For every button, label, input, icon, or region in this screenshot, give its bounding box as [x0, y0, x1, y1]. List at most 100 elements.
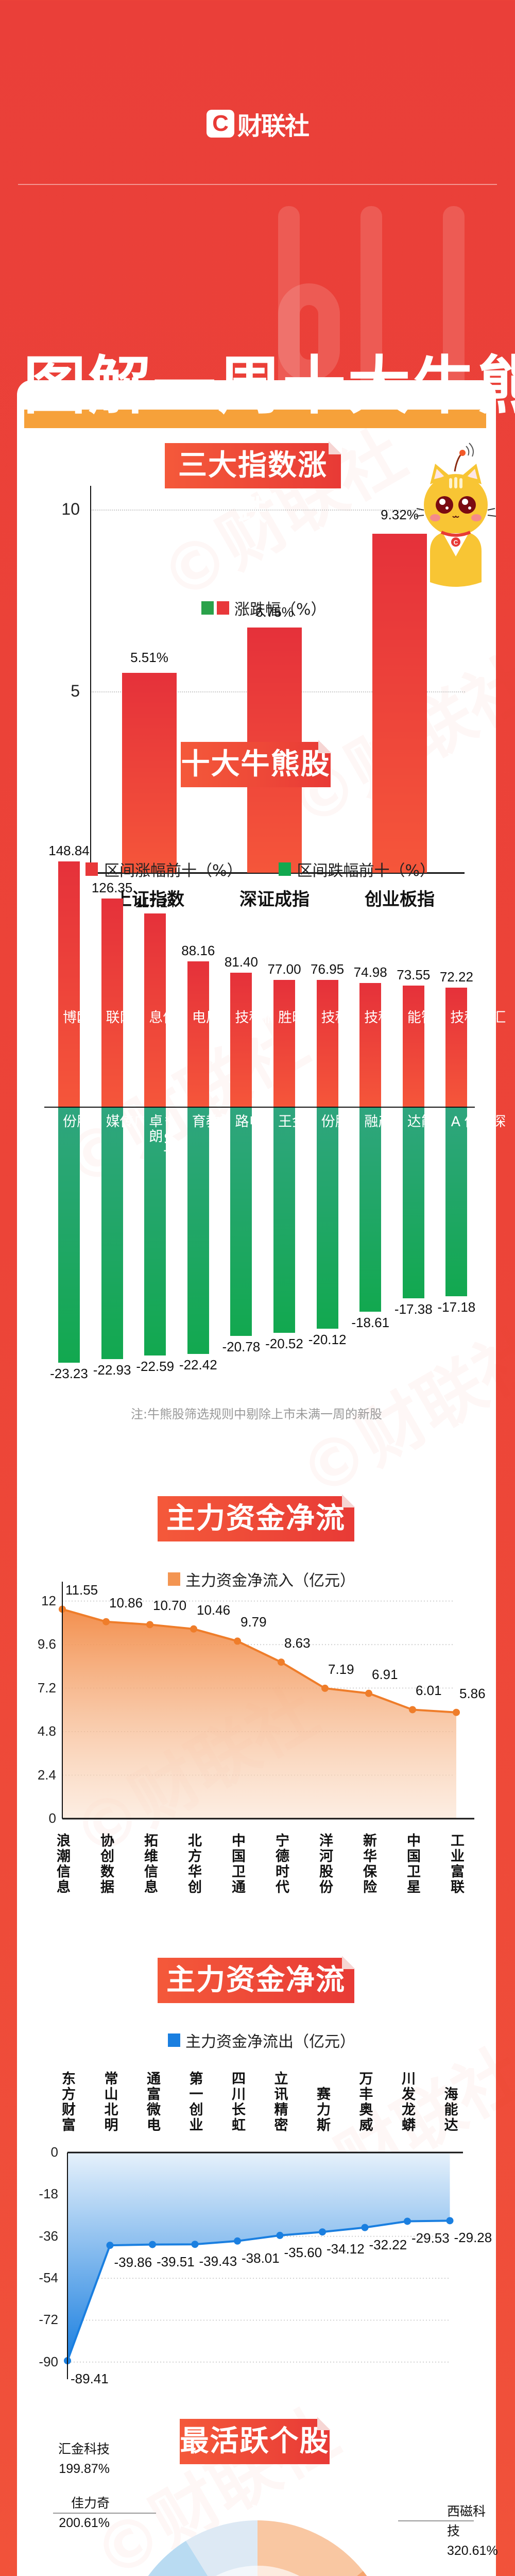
inflow-value: 6.91 — [372, 1666, 398, 1682]
section-title-outflow: 主力资金净流出 — [158, 1956, 355, 2042]
inflow-y-tick: 9.6 — [37, 1636, 56, 1652]
page-title: 图解一周十大牛熊股 — [23, 349, 515, 422]
donut-stock-name: 西磁科技 — [447, 2504, 486, 2538]
inflow-stock-name: 中国卫通 — [229, 1833, 245, 1895]
inflow-stock-name: 北方华创 — [185, 1833, 201, 1895]
bear-value: -22.93 — [93, 1362, 131, 1378]
y-tick: 5 — [71, 682, 80, 700]
inflow-stock-name: 工业富联 — [448, 1833, 464, 1895]
bull-value: 148.84 — [48, 842, 90, 858]
main-card: ©财联社 ©财联社 ©财联社 ©财联社 ©财联社 ©财联社 ©财联社 三大指数涨… — [17, 380, 515, 2576]
outflow-stock-name: 海能达 — [441, 2087, 458, 2133]
outflow-value: -39.43 — [199, 2253, 237, 2269]
bull-value: 72.22 — [439, 969, 473, 985]
outflow-value: -89.41 — [71, 2371, 109, 2387]
outflow-area-chart — [64, 2151, 463, 2379]
outflow-stock-name: 通富微电 — [144, 2071, 160, 2133]
inflow-area-chart — [59, 1582, 474, 1820]
mascot-cat-icon: C — [415, 443, 496, 587]
section-title-inflow: 主力资金净流入 — [158, 1494, 355, 1581]
inflow-value: 11.55 — [65, 1582, 98, 1598]
inflow-stock-name: 中国卫星 — [404, 1833, 420, 1895]
inflow-stock-name: 浪潮信息 — [54, 1833, 70, 1895]
brand-logo: C 财联社 — [0, 106, 515, 142]
header-divider — [18, 184, 497, 185]
inflow-value: 10.70 — [153, 1598, 187, 1614]
bear-value: -22.42 — [179, 1357, 217, 1372]
inflow-value: 8.63 — [284, 1635, 311, 1651]
inflow-y-tick: 2.4 — [37, 1767, 56, 1783]
outflow-value: -39.86 — [114, 2255, 152, 2270]
bear-value: -20.12 — [308, 1331, 347, 1347]
legend-label: 主力资金净流入（亿元） — [185, 1572, 355, 1590]
bull-bar — [359, 983, 382, 1107]
bar-sh-index — [122, 673, 177, 873]
bar-value-label: 6.75% — [255, 604, 294, 620]
bear-bar — [144, 1108, 166, 1356]
legend-label: 涨跌幅（%） — [234, 601, 327, 619]
title-underline — [24, 410, 486, 428]
inflow-stock-name: 宁德时代 — [273, 1833, 289, 1895]
outflow-value: -32.22 — [369, 2236, 407, 2252]
outflow-value: -39.51 — [157, 2253, 195, 2269]
bear-bar — [58, 1108, 80, 1363]
inflow-legend: 主力资金净流入（亿元） — [168, 1568, 355, 1590]
logo-text: 财联社 — [237, 112, 310, 141]
bear-stock-name: 深康佳A — [448, 1114, 506, 1131]
bull-stock-name: 浩欧博 — [60, 1010, 104, 1025]
bull-value: 81.40 — [224, 954, 258, 970]
bear-bar — [101, 1108, 123, 1360]
section-title-bullbear: 十大牛熊股 — [181, 740, 332, 787]
bullbear-legend: 区间涨幅前十（%） 区间跌幅前十（%） — [85, 858, 435, 880]
legend-label: 主力资金净流出（亿元） — [185, 2033, 355, 2051]
outflow-stock-name: 东方财富 — [59, 2071, 75, 2133]
outflow-stock-name: 四川长虹 — [229, 2071, 245, 2133]
indices-legend: 涨跌幅（%） — [201, 597, 327, 619]
inflow-y-tick: 7.2 — [37, 1680, 56, 1696]
outflow-value: -29.28 — [454, 2230, 492, 2246]
bull-stock-name: 赢时胜 — [276, 1010, 319, 1025]
legend-swatch-blue — [168, 2033, 180, 2047]
legend-swatch-red — [85, 862, 98, 876]
bull-value: 117.24 — [135, 894, 175, 910]
svg-text:C: C — [454, 539, 458, 546]
outflow-legend: 主力资金净流出（亿元） — [168, 2029, 355, 2052]
bullbear-baseline — [44, 1107, 475, 1108]
footnote: 注:牛熊股筛选规则中剔除上市未满一周的新股 — [130, 1407, 383, 1421]
bear-value: -17.18 — [437, 1299, 476, 1315]
inflow-y-tick: 0 — [48, 1810, 56, 1826]
bear-bar — [230, 1108, 252, 1336]
y-tick: 10 — [61, 500, 80, 518]
outflow-y-tick: -36 — [39, 2228, 58, 2244]
outflow-y-tick: -72 — [39, 2312, 58, 2328]
legend-swatch-green — [201, 601, 214, 615]
donut-stock-value: 199.87% — [59, 2462, 110, 2476]
bar-value-label: 9.32% — [381, 507, 419, 522]
inflow-value: 10.46 — [197, 1602, 231, 1618]
section-title-indices: 三大指数涨跌 — [165, 441, 342, 528]
donut-stock-value: 320.61% — [447, 2544, 498, 2558]
y-axis — [90, 486, 91, 873]
bull-bar — [144, 913, 166, 1107]
donut-stock-name: 汇金科技 — [58, 2442, 110, 2456]
bull-value: 77.00 — [267, 961, 301, 977]
inflow-stock-name: 洋河股份 — [317, 1833, 333, 1895]
outflow-y-tick: -90 — [39, 2353, 58, 2369]
inflow-value: 6.01 — [416, 1683, 442, 1699]
inflow-stock-name: 协创数据 — [98, 1833, 114, 1895]
bar-chinext-index — [372, 534, 427, 873]
bear-bar — [359, 1108, 382, 1312]
bear-stock-name: 海能达 — [404, 1114, 449, 1129]
bar-value-label: 5.51% — [130, 650, 168, 665]
donut-stock-name: 佳力奇 — [71, 2496, 110, 2511]
inflow-value: 5.86 — [459, 1685, 486, 1701]
bar-category-label: 深证成指 — [239, 889, 310, 910]
donut-stock-value: 200.61% — [59, 2516, 110, 2530]
bull-stock-name: 汇金科技 — [448, 1010, 506, 1025]
outflow-stock-name: 川发龙蟒 — [399, 2071, 415, 2133]
section-title-active: 最活跃个股 — [180, 2417, 331, 2464]
outflow-y-tick: -54 — [39, 2270, 58, 2286]
outflow-y-tick: -18 — [39, 2186, 58, 2202]
inflow-value: 9.79 — [241, 1614, 267, 1630]
outflow-y-tick: 0 — [50, 2144, 58, 2160]
